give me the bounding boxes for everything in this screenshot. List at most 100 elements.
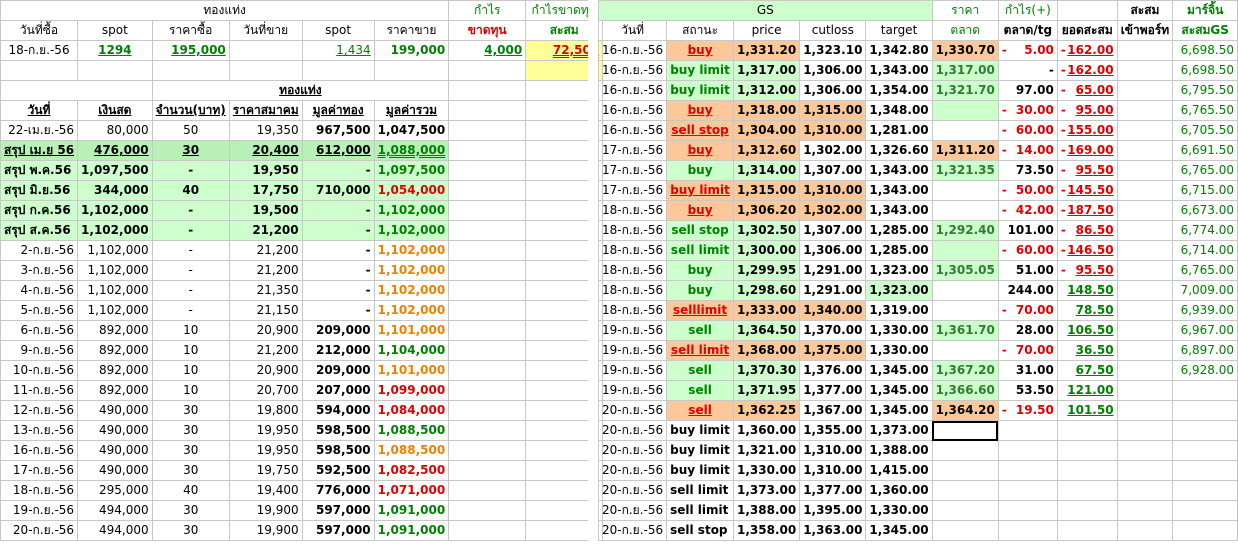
- gold-cell[interactable]: 344,000: [77, 180, 153, 201]
- cutloss-cell[interactable]: 1,291.00: [799, 280, 867, 301]
- gold-cell[interactable]: -: [151, 160, 230, 181]
- gold-cell[interactable]: -: [151, 240, 230, 261]
- accum-cell[interactable]: 78.50: [1056, 300, 1118, 321]
- gs-total-cell[interactable]: 6,795.50: [1172, 80, 1238, 101]
- blank-cell[interactable]: [448, 300, 527, 321]
- blank-cell[interactable]: [448, 360, 527, 381]
- gs-total-cell[interactable]: [1172, 480, 1238, 501]
- target-cell[interactable]: 1,330.00: [865, 500, 933, 521]
- target-cell[interactable]: 1,326.60: [865, 140, 933, 161]
- blank-cell[interactable]: [448, 340, 527, 361]
- column-header[interactable]: สะสมGS: [1172, 20, 1238, 41]
- target-cell[interactable]: 1,345.00: [865, 360, 933, 381]
- gold-cell[interactable]: 1,102,000: [77, 300, 153, 321]
- cutloss-cell[interactable]: 1,310.00: [799, 440, 867, 461]
- target-cell[interactable]: 1,285.00: [865, 220, 933, 241]
- target-cell[interactable]: 1,345.00: [865, 400, 933, 421]
- status-cell[interactable]: sell stop: [666, 120, 734, 141]
- gold-cell[interactable]: 892,000: [77, 360, 153, 381]
- market-cell[interactable]: 1,361.70: [931, 320, 999, 341]
- trade-cell[interactable]: [228, 40, 303, 61]
- price-cell[interactable]: 1,302.50: [732, 220, 801, 241]
- cutloss-cell[interactable]: 1,340.00: [799, 300, 867, 321]
- profit-cell[interactable]: [997, 500, 1058, 521]
- gs-total-cell[interactable]: 6,967.00: [1172, 320, 1238, 341]
- cutloss-cell[interactable]: 1,307.00: [799, 160, 867, 181]
- target-cell[interactable]: 1,319.00: [865, 300, 933, 321]
- blank-cell[interactable]: [448, 160, 527, 181]
- target-cell[interactable]: 1,323.00: [865, 260, 933, 281]
- date-cell[interactable]: 18-ก.ย.-56: [597, 300, 668, 321]
- gold-cell[interactable]: 1,047,500: [373, 120, 450, 141]
- date-cell[interactable]: 20-ก.ย.-56: [597, 400, 668, 421]
- blank-cell[interactable]: [448, 100, 527, 121]
- accum-cell[interactable]: 36.50: [1056, 340, 1118, 361]
- accum-cell[interactable]: -95.50: [1056, 160, 1118, 181]
- target-cell[interactable]: 1,285.00: [865, 240, 933, 261]
- column-header[interactable]: มูลค่ารวม: [373, 100, 450, 121]
- port-cell[interactable]: [1116, 60, 1174, 81]
- gold-cell[interactable]: 21,200: [228, 260, 303, 281]
- profit-cell[interactable]: 53.50: [997, 380, 1058, 401]
- blank-cell[interactable]: [373, 60, 450, 81]
- port-cell[interactable]: [1116, 360, 1174, 381]
- profit-cell[interactable]: -14.00: [997, 140, 1058, 161]
- accum-cell[interactable]: [1056, 480, 1118, 501]
- gold-cell[interactable]: -: [301, 240, 375, 261]
- port-cell[interactable]: [1116, 480, 1174, 501]
- cutloss-cell[interactable]: 1,377.00: [799, 480, 867, 501]
- cutloss-cell[interactable]: 1,376.00: [799, 360, 867, 381]
- gold-cell[interactable]: 9-ก.ย.-56: [0, 340, 79, 361]
- blank-cell[interactable]: [448, 280, 527, 301]
- accum-cell[interactable]: -95.50: [1056, 260, 1118, 281]
- status-cell[interactable]: buy limit: [666, 420, 734, 441]
- gold-cell[interactable]: 21,200: [228, 240, 303, 261]
- date-cell[interactable]: 18-ก.ย.-56: [597, 260, 668, 281]
- gold-cell[interactable]: 30: [151, 440, 230, 461]
- price-cell[interactable]: 1,368.00: [732, 340, 801, 361]
- gold-cell[interactable]: 597,000: [301, 500, 375, 521]
- price-label[interactable]: ราคา: [931, 0, 999, 21]
- price-cell[interactable]: 1,362.25: [732, 400, 801, 421]
- port-cell[interactable]: [1116, 340, 1174, 361]
- gold-cell[interactable]: 19,750: [228, 460, 303, 481]
- status-cell[interactable]: buy limit: [666, 180, 734, 201]
- gold-cell[interactable]: 1,102,000: [77, 280, 153, 301]
- cutloss-cell[interactable]: 1,377.00: [799, 380, 867, 401]
- gold-cell[interactable]: 30: [151, 420, 230, 441]
- blank-cell[interactable]: [448, 120, 527, 141]
- price-cell[interactable]: 1,299.95: [732, 260, 801, 281]
- blank-cell[interactable]: [448, 520, 527, 541]
- date-cell[interactable]: 16-ก.ย.-56: [597, 60, 668, 81]
- price-cell[interactable]: 1,312.00: [732, 80, 801, 101]
- blank-cell[interactable]: [448, 320, 527, 341]
- profit-cell[interactable]: [997, 520, 1058, 541]
- gold-cell[interactable]: 209,000: [301, 360, 375, 381]
- gold-cell[interactable]: 476,000: [77, 140, 153, 161]
- cutloss-cell[interactable]: 1,323.10: [799, 40, 867, 61]
- date-cell[interactable]: 19-ก.ย.-56: [597, 360, 668, 381]
- gold-cell[interactable]: 19,400: [228, 480, 303, 501]
- blank-cell[interactable]: [151, 60, 230, 81]
- column-header[interactable]: price: [732, 20, 801, 41]
- gs-total-cell[interactable]: 6,698.50: [1172, 40, 1238, 61]
- blank-cell[interactable]: [448, 480, 527, 501]
- column-header[interactable]: มูลค่าทอง: [301, 100, 375, 121]
- gold-cell[interactable]: 490,000: [77, 420, 153, 441]
- gold-cell[interactable]: 1,054,000: [373, 180, 450, 201]
- gold-cell[interactable]: 2-ก.ย.-56: [0, 240, 79, 261]
- gold-cell[interactable]: 295,000: [77, 480, 153, 501]
- gold-cell[interactable]: 1,102,000: [77, 260, 153, 281]
- status-cell[interactable]: buy: [666, 160, 734, 181]
- gold-cell[interactable]: 207,000: [301, 380, 375, 401]
- profit-cell[interactable]: [997, 420, 1058, 441]
- blank-cell[interactable]: [448, 60, 527, 81]
- accum-cell[interactable]: 121.00: [1056, 380, 1118, 401]
- gold-cell[interactable]: -: [301, 260, 375, 281]
- gold-cell[interactable]: 17-ก.ย.-56: [0, 460, 79, 481]
- gs-total-cell[interactable]: [1172, 520, 1238, 541]
- trade-cell[interactable]: 199,000: [373, 40, 450, 61]
- blank-cell[interactable]: [448, 260, 527, 281]
- cutloss-cell[interactable]: 1,363.00: [799, 520, 867, 541]
- gold-cell[interactable]: 612,000: [301, 140, 375, 161]
